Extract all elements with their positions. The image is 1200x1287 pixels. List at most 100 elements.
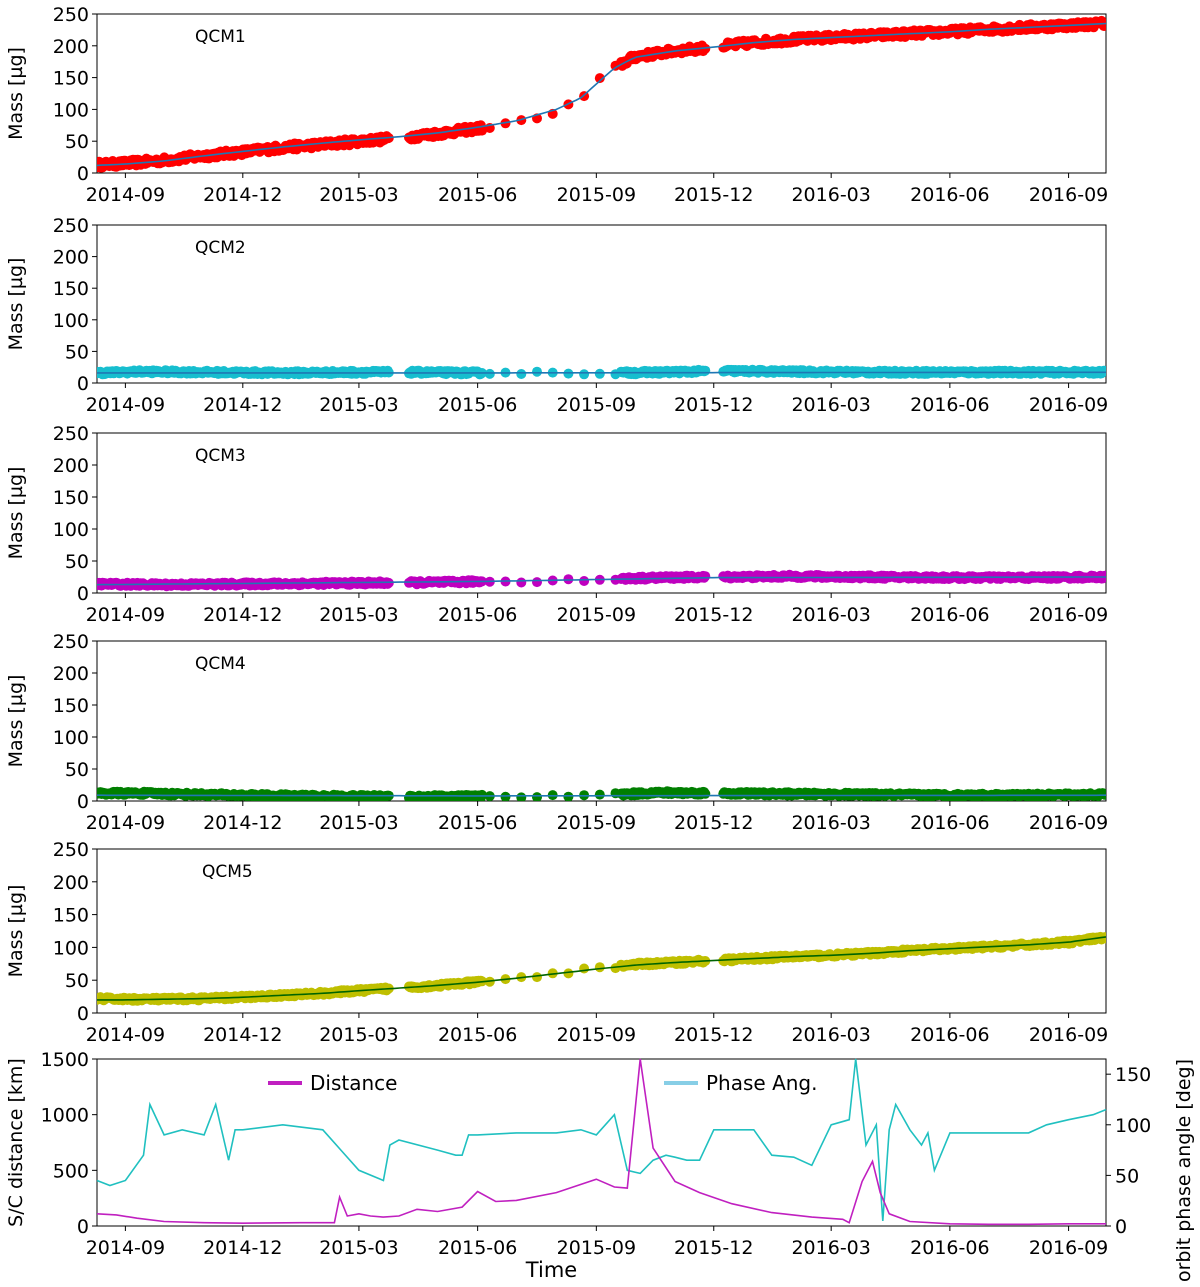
y-tick-label: 1000 xyxy=(41,1105,89,1127)
y-tick-label: 0 xyxy=(77,1003,89,1025)
x-tick-label: 2015-12 xyxy=(674,184,753,206)
y-tick-label: 250 xyxy=(53,215,89,237)
legend-label-phase: Phase Ang. xyxy=(706,1071,817,1095)
y-right-tick-label: 50 xyxy=(1115,1165,1139,1187)
axes-frame xyxy=(96,432,1107,594)
data-point xyxy=(477,125,487,136)
y-tick-label: 200 xyxy=(53,663,89,685)
distance-line xyxy=(96,1058,1106,1226)
data-point xyxy=(594,368,605,379)
y-tick-label: 150 xyxy=(53,487,89,509)
legend: Distance Phase Ang. xyxy=(268,1071,817,1095)
x-tick-label: 2016-06 xyxy=(910,184,989,206)
x-tick-label: 2015-06 xyxy=(438,394,517,416)
x-tick-label: 2015-09 xyxy=(557,812,636,834)
x-tick-label: 2015-12 xyxy=(674,812,753,834)
data-point xyxy=(594,962,605,973)
data-point xyxy=(516,577,527,588)
data-point xyxy=(532,792,542,801)
panel-annotation: QCM4 xyxy=(195,654,246,674)
y-tick-label: 0 xyxy=(77,791,89,813)
y-right-tick-label: 100 xyxy=(1115,1115,1151,1137)
x-tick-label: 2015-09 xyxy=(557,1237,636,1259)
x-tick-label: 2016-06 xyxy=(910,1237,989,1259)
y-tick-label: 150 xyxy=(53,278,89,300)
x-tick-label: 2014-12 xyxy=(203,812,282,834)
panel-annotation: QCM2 xyxy=(195,238,246,258)
x-tick-label: 2015-09 xyxy=(557,1024,636,1046)
y-tick-label: 0 xyxy=(77,1216,89,1238)
x-tick-label: 2014-09 xyxy=(86,1237,165,1259)
x-tick-label: 2016-09 xyxy=(1029,1024,1108,1046)
axes-frame xyxy=(96,640,1107,802)
data-point xyxy=(579,576,590,586)
y-tick-label: 100 xyxy=(53,727,89,749)
x-tick-label: 2016-09 xyxy=(1029,184,1108,206)
x-tick-label: 2016-03 xyxy=(791,184,870,206)
axes-frame xyxy=(96,13,1107,174)
x-tick-label: 2015-03 xyxy=(319,394,398,416)
data-point xyxy=(1101,789,1106,800)
x-tick-label: 2014-09 xyxy=(86,604,165,626)
y-axis-label: Mass [µg] xyxy=(5,467,27,560)
data-point xyxy=(1101,366,1106,377)
x-tick-label: 2015-06 xyxy=(438,1237,517,1259)
y-tick-label: 100 xyxy=(53,937,89,959)
data-point xyxy=(594,789,605,800)
fit-line xyxy=(97,794,1106,797)
y-tick-label: 150 xyxy=(53,68,89,90)
data-point xyxy=(563,574,574,585)
y-right-tick-label: 150 xyxy=(1115,1064,1151,1086)
x-tick-label: 2016-09 xyxy=(1029,604,1108,626)
x-tick-label: 2014-09 xyxy=(86,394,165,416)
x-tick-label: 2016-03 xyxy=(791,604,870,626)
x-tick-label: 2016-06 xyxy=(910,812,989,834)
panel-annotation: QCM1 xyxy=(195,27,246,47)
y-tick-label: 0 xyxy=(77,583,89,605)
y-tick-label: 100 xyxy=(53,519,89,541)
axes-frame xyxy=(96,848,1107,1014)
y-tick-label: 250 xyxy=(53,631,89,653)
y-tick-label: 50 xyxy=(65,759,89,781)
x-tick-label: 2015-03 xyxy=(319,1024,398,1046)
data-point xyxy=(700,365,711,376)
y-tick-label: 250 xyxy=(53,423,89,445)
x-tick-label: 2016-09 xyxy=(1029,394,1108,416)
x-tick-label: 2015-06 xyxy=(438,1024,517,1046)
x-tick-label: 2015-12 xyxy=(674,1237,753,1259)
y-tick-label: 250 xyxy=(53,4,89,26)
y-axis-label: Mass [µg] xyxy=(5,258,27,351)
y-tick-label: 150 xyxy=(53,905,89,927)
y-tick-label: 200 xyxy=(53,247,89,269)
x-tick-label: 2014-09 xyxy=(86,812,165,834)
fit-line xyxy=(97,371,1106,374)
x-tick-label: 2015-03 xyxy=(319,1237,398,1259)
qcm2-panel: 0 50 100 150 200 250 2014-09 2014-12 2015-03 2015… xyxy=(5,215,1108,416)
qcm5-panel: 0 50 100 150 200 250 2014-09 2014-12 2015-03 2015… xyxy=(5,839,1108,1046)
x-tick-label: 2015-03 xyxy=(319,604,398,626)
y-tick-label: 150 xyxy=(53,695,89,717)
y-tick-label: 50 xyxy=(65,970,89,992)
y-tick-label: 200 xyxy=(53,36,89,58)
fit-line xyxy=(97,576,1106,586)
data-point xyxy=(484,368,495,379)
x-tick-label: 2015-12 xyxy=(674,604,753,626)
y-right-tick-label: 0 xyxy=(1115,1216,1127,1238)
panel-annotation: QCM3 xyxy=(195,446,246,466)
x-tick-label: 2015-06 xyxy=(438,604,517,626)
x-tick-label: 2014-12 xyxy=(203,1237,282,1259)
x-tick-label: 2015-09 xyxy=(557,604,636,626)
y-tick-label: 50 xyxy=(65,341,89,363)
y-tick-label: 250 xyxy=(53,839,89,861)
y-tick-label: 200 xyxy=(53,872,89,894)
x-tick-label: 2016-06 xyxy=(910,394,989,416)
data-point xyxy=(500,791,511,801)
y-right-axis-label: orbit phase angle [deg] xyxy=(1173,1059,1195,1282)
phase-angle-line xyxy=(96,1058,1107,1221)
x-tick-label: 2016-03 xyxy=(791,1237,870,1259)
x-tick-label: 2014-12 xyxy=(203,184,282,206)
y-axis-label: Mass [µg] xyxy=(5,47,27,140)
x-tick-label: 2016-03 xyxy=(791,394,870,416)
y-tick-label: 100 xyxy=(53,99,89,121)
